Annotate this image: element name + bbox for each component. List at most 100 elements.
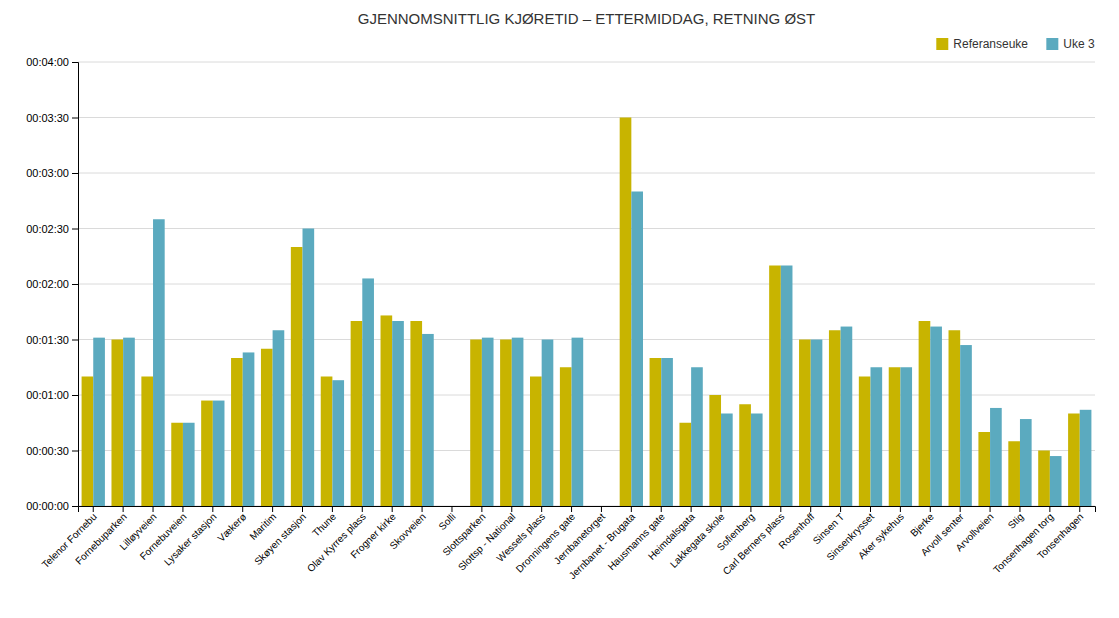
bar — [482, 338, 494, 506]
grid-line — [78, 450, 1095, 451]
bar — [900, 367, 912, 506]
bar — [213, 401, 225, 506]
bar — [1008, 441, 1020, 506]
bar — [930, 327, 942, 506]
x-tick-mark — [272, 506, 273, 512]
bar — [82, 377, 94, 507]
y-tick-label: 00:02:30 — [26, 223, 69, 235]
y-tick-mark — [72, 173, 78, 174]
y-tick-mark — [72, 118, 78, 119]
bar — [679, 423, 691, 506]
y-tick-mark — [72, 284, 78, 285]
bar — [811, 340, 823, 507]
x-tick: Aker sykehus — [856, 506, 906, 561]
plot: 00:00:0000:00:3000:01:0000:01:3000:02:00… — [26, 56, 1095, 581]
x-tick: Hausmanns gate — [606, 506, 668, 572]
x-tick: Jernbanetorget — [552, 506, 608, 566]
grid-line — [78, 339, 1095, 340]
x-tick: Solli — [436, 506, 457, 532]
bar — [650, 358, 662, 506]
x-tick: Vækerø — [215, 506, 248, 544]
x-tick-mark — [242, 506, 243, 512]
x-tick-label: Jernbanetorget — [552, 511, 608, 567]
x-tick: Lakkegata skole — [668, 506, 727, 570]
bar — [960, 345, 972, 506]
x-tick: Bjerke — [908, 506, 936, 539]
bar — [500, 340, 512, 507]
chart: GJENNOMSNITTLIG KJØRETID – ETTERMIDDAG, … — [0, 0, 1119, 618]
x-tick-mark — [1079, 506, 1080, 512]
x-tick-label: Arvollveien — [953, 511, 995, 553]
x-axis: Telenor FornebuFornebuparkenLilløyveienF… — [40, 506, 1096, 581]
x-tick-mark — [721, 506, 722, 512]
x-tick-label: Thune — [310, 511, 338, 539]
x-tick-label: Skøyen stasjon — [252, 511, 308, 567]
bar — [332, 380, 344, 506]
x-tick-mark — [900, 506, 901, 512]
x-tick: Olav Kyrres plass — [305, 506, 368, 574]
x-tick-label: Fornebuparken — [73, 511, 129, 567]
x-tick-mark — [212, 506, 213, 512]
bar — [590, 506, 602, 507]
x-tick-mark — [810, 506, 811, 512]
bar — [799, 340, 811, 507]
bar — [949, 330, 961, 506]
bar — [1068, 414, 1080, 507]
y-axis: 00:00:0000:00:3000:01:0000:01:3000:02:00… — [26, 56, 78, 512]
y-tick-label: 00:04:00 — [26, 56, 69, 68]
bar — [440, 506, 452, 507]
grid-line — [78, 284, 1095, 285]
grid-line — [78, 395, 1095, 396]
bar — [243, 352, 255, 506]
bar — [1080, 410, 1092, 506]
bar — [1050, 456, 1062, 506]
bar — [201, 401, 213, 506]
x-tick-mark — [541, 506, 542, 512]
bar — [560, 367, 572, 506]
grid-line — [78, 228, 1095, 229]
y-tick-mark — [72, 229, 78, 230]
bar — [691, 367, 703, 506]
x-tick-mark — [302, 506, 303, 512]
y-tick-mark — [72, 395, 78, 396]
y-tick: 00:00:30 — [26, 445, 78, 457]
y-tick: 00:03:00 — [26, 167, 78, 179]
bar — [452, 506, 464, 507]
x-tick-mark — [362, 506, 363, 512]
y-tick: 00:01:00 — [26, 389, 78, 401]
x-tick-mark — [123, 506, 124, 512]
y-axis-line — [72, 63, 79, 507]
x-tick-label: Rosenhoff — [776, 511, 816, 551]
x-tick-mark — [481, 506, 482, 512]
bar — [781, 266, 793, 507]
bar — [542, 340, 554, 507]
y-tick: 00:04:00 — [26, 56, 78, 68]
x-tick-mark — [422, 506, 423, 512]
bar — [620, 118, 632, 507]
y-tick-label: 00:00:00 — [26, 500, 69, 512]
y-tick-mark — [72, 506, 78, 507]
bar — [291, 247, 303, 506]
bar — [111, 340, 123, 507]
bar — [751, 414, 763, 507]
y-tick-mark — [72, 62, 78, 63]
title: GJENNOMSNITTLIG KJØRETID – ETTERMIDDAG, … — [358, 10, 816, 27]
bar — [859, 377, 871, 507]
x-tick: Fornebuparken — [73, 506, 129, 567]
x-tick-mark — [93, 506, 94, 512]
legend-item: Uke 3 — [1046, 37, 1095, 51]
x-tick: Arvollveien — [953, 506, 995, 553]
x-tick: Slottsp - National — [456, 506, 518, 573]
bars — [82, 118, 1092, 507]
x-tick-mark — [691, 506, 692, 512]
x-tick: Dronningens gate — [514, 506, 578, 575]
x-tick-mark — [182, 506, 183, 512]
bar — [470, 340, 482, 507]
grid-line — [78, 117, 1095, 118]
bar — [512, 338, 524, 506]
grid-line — [78, 173, 1095, 174]
x-tick: Telenor Fornebu — [40, 506, 99, 570]
x-tick-mark — [153, 506, 154, 512]
x-tick-mark — [451, 506, 452, 512]
x-tick-mark — [511, 506, 512, 512]
